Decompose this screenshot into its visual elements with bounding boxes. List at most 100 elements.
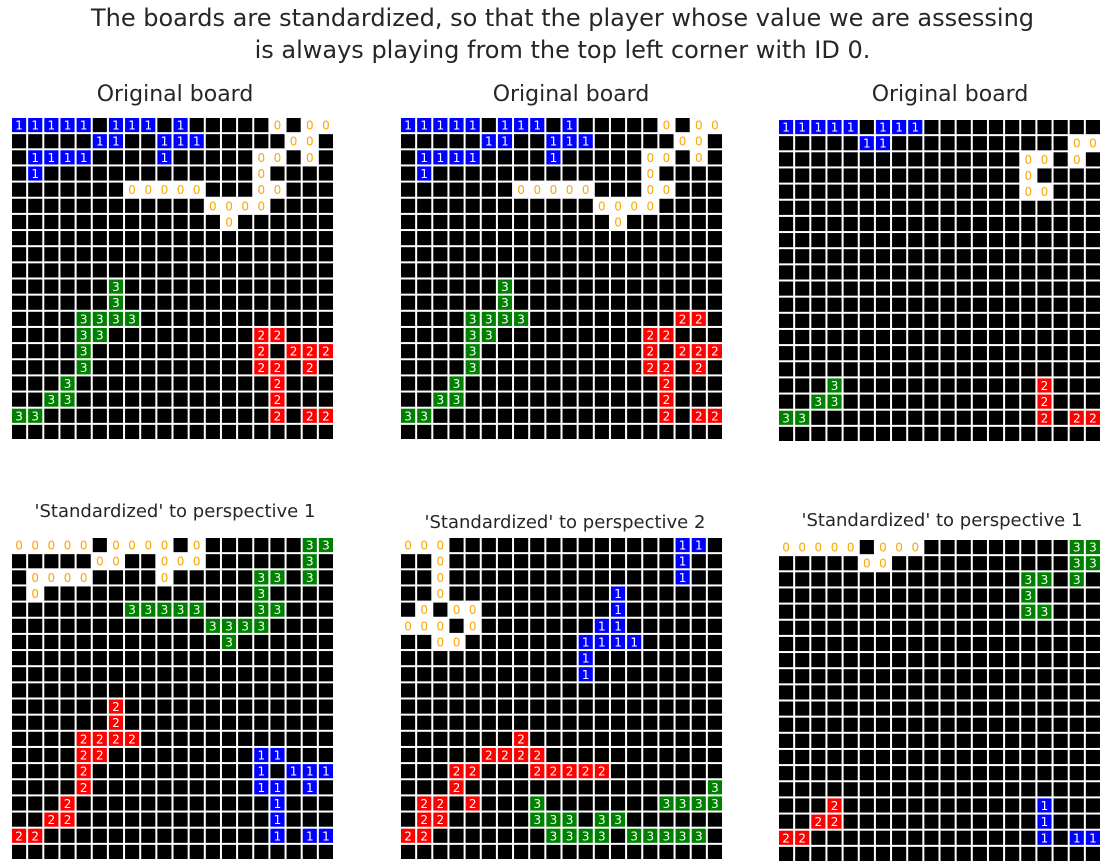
cell-player-3 [779, 410, 794, 425]
cell-empty [956, 701, 971, 716]
piece-label: 1 [80, 151, 88, 165]
piece-label: 2 [533, 749, 541, 763]
cell-empty [92, 538, 107, 553]
piece-label: 3 [306, 555, 314, 569]
cell-empty [417, 295, 432, 310]
cell-empty [514, 699, 529, 714]
cell-empty [972, 329, 987, 345]
cell-empty [481, 214, 496, 230]
cell-empty [610, 780, 626, 795]
cell-empty [270, 715, 285, 730]
cell-empty [1069, 604, 1084, 619]
cell-empty [594, 182, 609, 197]
cell-empty [465, 538, 480, 553]
cell-empty [465, 844, 480, 859]
cell-player-0 [514, 182, 529, 197]
cell-empty [1021, 669, 1036, 684]
cell-player-3 [481, 327, 496, 343]
cell-empty [707, 263, 722, 278]
cell-empty [270, 844, 285, 859]
cell-empty [205, 295, 220, 310]
cell-player-0 [1021, 184, 1036, 199]
cell-player-2 [691, 311, 706, 326]
cell-empty [988, 233, 1004, 248]
cell-empty [514, 715, 529, 730]
cell-empty [843, 588, 858, 603]
cell-empty [76, 554, 91, 569]
cell-empty [892, 281, 907, 296]
cell-empty [1085, 766, 1100, 781]
cell-player-2 [318, 344, 333, 359]
cell-empty [827, 636, 842, 652]
cell-empty [189, 344, 204, 359]
piece-label: 2 [663, 329, 671, 343]
piece-label: 2 [695, 312, 703, 326]
piece-label: 0 [663, 183, 671, 197]
cell-player-1 [1085, 830, 1100, 845]
cell-empty [643, 731, 658, 746]
piece-label: 1 [112, 119, 120, 133]
cell-empty [924, 814, 939, 829]
cell-empty [270, 166, 285, 181]
cell-empty [173, 279, 188, 294]
cell-empty [92, 570, 107, 585]
cell-empty [318, 424, 333, 439]
cell-empty [940, 685, 955, 700]
cell-empty [779, 653, 794, 668]
cell-empty [972, 168, 987, 183]
cell-empty [843, 410, 858, 425]
cell-empty [707, 182, 722, 197]
cell-player-2 [497, 747, 513, 763]
cell-player-3 [659, 796, 674, 811]
piece-label: 0 [798, 541, 806, 555]
cell-empty [1037, 701, 1052, 716]
cell-empty [988, 717, 1004, 732]
cell-empty [530, 634, 545, 650]
cell-empty [497, 214, 513, 230]
cell-player-3 [1085, 540, 1100, 555]
cell-empty [811, 653, 826, 668]
cell-player-1 [401, 118, 416, 133]
cell-empty [173, 764, 188, 779]
cell-empty [875, 249, 891, 264]
cell-player-2 [659, 376, 674, 391]
cell-empty [433, 683, 448, 698]
cell-empty [972, 782, 987, 797]
cell-empty [795, 297, 810, 312]
piece-label: 0 [550, 183, 558, 197]
cell-empty [594, 651, 609, 666]
cell-empty [627, 182, 642, 197]
cell-empty [76, 392, 91, 407]
piece-label: 0 [161, 571, 169, 585]
cell-empty [578, 118, 593, 133]
cell-empty [956, 313, 971, 328]
piece-label: 3 [306, 571, 314, 585]
cell-empty [76, 683, 91, 698]
cell-empty [318, 618, 333, 633]
cell-empty [707, 134, 722, 149]
cell-empty [514, 166, 529, 181]
cell-empty [594, 844, 609, 859]
cell-player-3 [578, 828, 593, 843]
cell-empty [254, 311, 269, 326]
cell-empty [972, 701, 987, 716]
cell-empty [811, 184, 826, 199]
cell-empty [956, 782, 971, 797]
cell-empty [859, 685, 874, 700]
cell-player-1 [497, 134, 513, 149]
cell-player-1 [270, 747, 285, 763]
cell-empty [205, 134, 220, 149]
cell-player-1 [908, 120, 923, 135]
cell-empty [859, 733, 874, 748]
cell-empty [108, 796, 124, 811]
cell-empty [1053, 766, 1068, 781]
cell-empty [302, 263, 317, 278]
cell-empty [433, 747, 448, 763]
cell-empty [546, 295, 561, 310]
cell-empty [643, 683, 658, 698]
piece-label: 3 [128, 312, 136, 326]
cell-empty [205, 344, 220, 359]
cell-empty [827, 297, 842, 312]
cell-player-0 [643, 150, 658, 165]
